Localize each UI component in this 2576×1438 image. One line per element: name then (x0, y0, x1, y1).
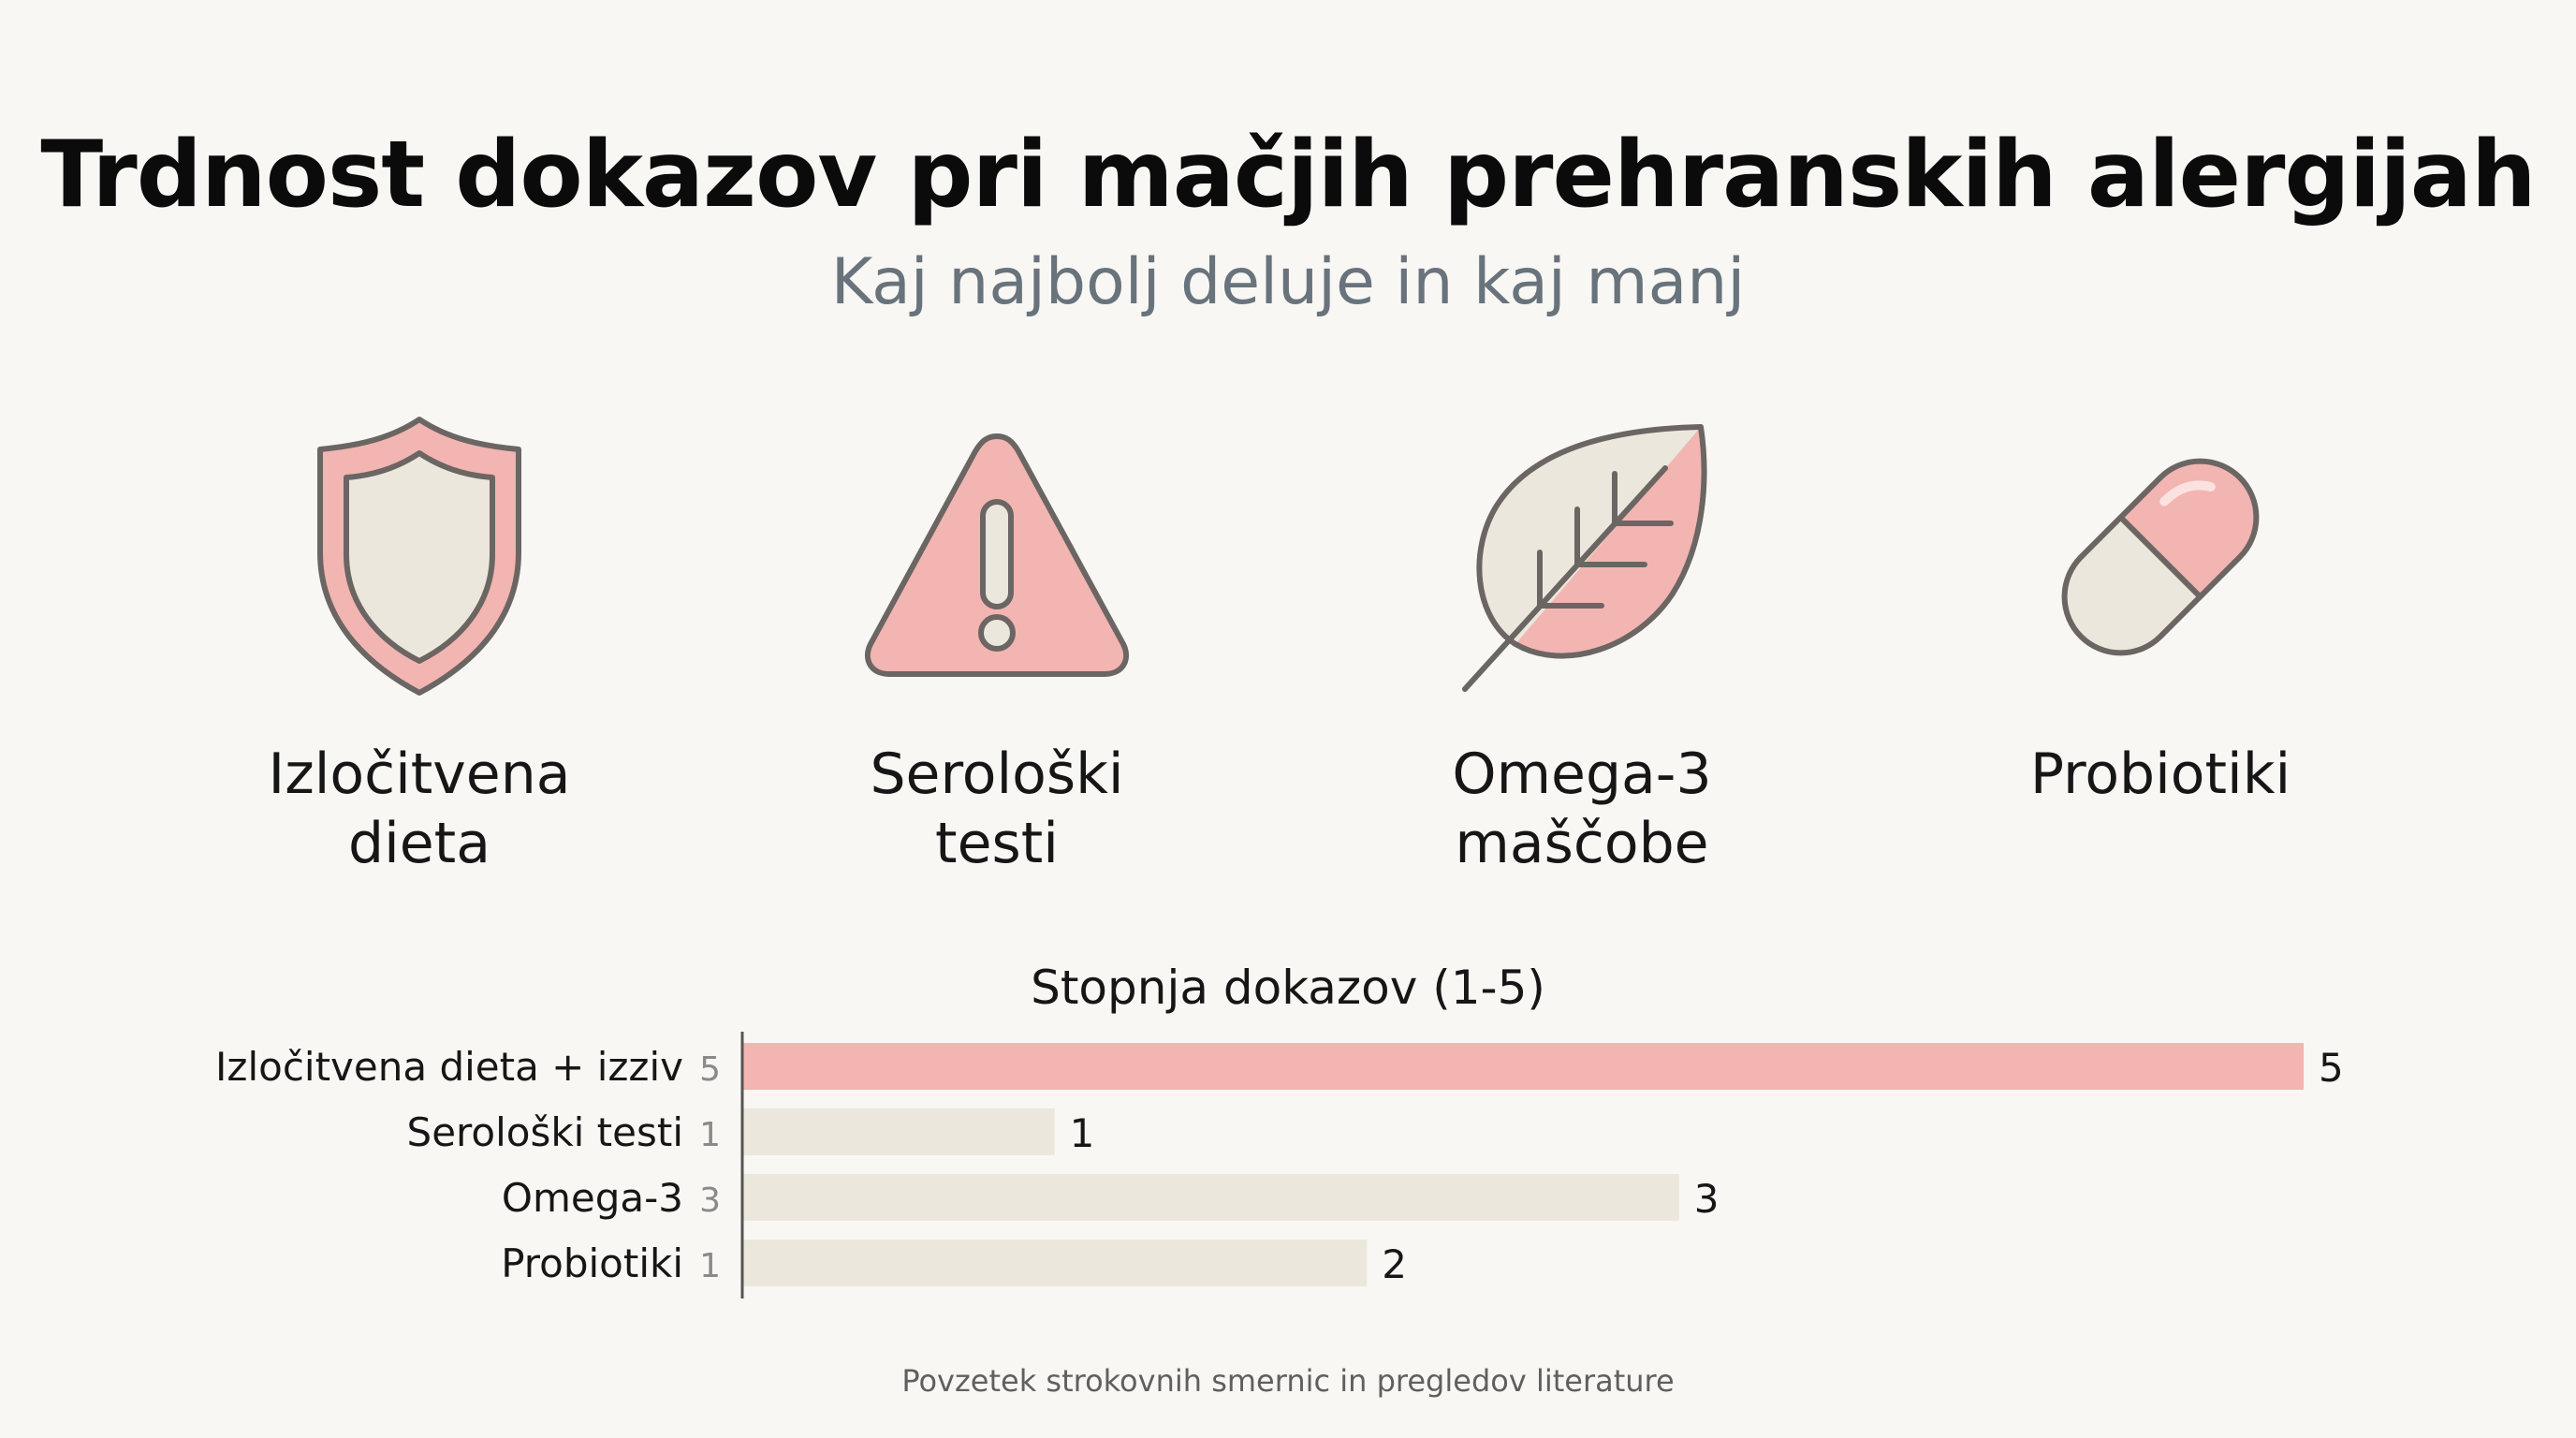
bar (742, 1240, 1368, 1286)
page-subtitle: Kaj najbolj deluje in kaj manj (830, 245, 1746, 319)
category-label: Izločitvena dieta + izziv (215, 1044, 683, 1090)
leaf-icon (1462, 424, 1707, 692)
footer-note: Povzetek strokovnih smernic in pregledov… (901, 1363, 1675, 1399)
card-serological-tests: Serološki testi (754, 412, 1240, 878)
category-label: Omega-3 (502, 1175, 683, 1221)
card-label: Serološki testi (870, 741, 1124, 876)
card-omega3: Omega-3 maščobe (1339, 412, 1825, 878)
category-score: 1 (699, 1116, 721, 1154)
card-label: Omega-3 maščobe (1452, 741, 1712, 876)
category-label: Serološki testi (407, 1109, 683, 1155)
chart-title: Stopnja dokazov (1-5) (1031, 961, 1545, 1015)
card-label: Probiotiki (2029, 741, 2291, 807)
card-probiotics: Probiotiki (1917, 412, 2404, 809)
category-score: 3 (699, 1181, 721, 1220)
bar (742, 1174, 1679, 1221)
category-score: 5 (699, 1050, 721, 1089)
card-elimination-diet: Izločitvena dieta (176, 412, 663, 878)
bar (742, 1108, 1055, 1155)
category-label: Probiotiki (501, 1240, 683, 1286)
card-label: Izločitvena dieta (268, 741, 571, 876)
page-title: Trdnost dokazov pri mačjih prehranskih a… (40, 122, 2536, 228)
value-label: 3 (1694, 1176, 1720, 1222)
bar (742, 1043, 2304, 1090)
capsule-icon (2061, 458, 2260, 656)
value-label: 5 (2319, 1045, 2344, 1091)
evidence-bar-chart: Izločitvena dieta + izziv 5 5 Serološki tes… (215, 1032, 2344, 1299)
shield-icon (317, 417, 521, 696)
value-label: 2 (1382, 1241, 1407, 1287)
warning-icon (864, 433, 1130, 677)
value-label: 1 (1070, 1110, 1095, 1156)
category-score: 1 (699, 1247, 721, 1285)
